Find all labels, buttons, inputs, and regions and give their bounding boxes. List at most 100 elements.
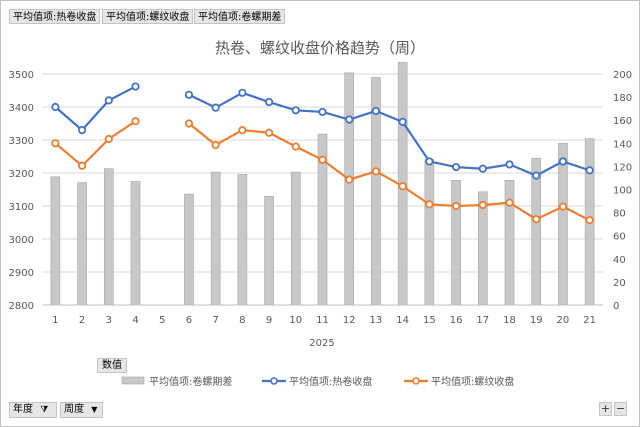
spread-bar [424,159,435,306]
rebar-line [188,122,591,222]
legend-label: 平均值项:螺纹收盘 [431,375,514,388]
x-tick-label: 3 [106,315,112,326]
rebar-point [238,126,247,135]
right-tick-label: 180 [613,93,632,104]
year-filter-button[interactable]: 年度 ⧩ [9,402,57,418]
right-axis-ticks: 0 20 40 60 80 100 120 140 160 180 200 [613,70,632,312]
hrc-point [291,106,300,115]
rebar-point [77,161,87,170]
rebar-point [505,198,514,207]
x-tick-label: 10 [289,315,302,326]
x-tick-label: 1 [52,315,58,326]
x-tick-label: 18 [503,315,516,326]
left-tick-label: 3300 [9,136,34,147]
spread-bar [344,72,355,306]
right-tick-label: 60 [613,232,626,243]
hrc-point [425,157,434,166]
left-tick-label: 3400 [9,103,34,114]
spread-bar [130,181,141,306]
spread-bar [264,196,274,306]
x-tick-label: 5 [159,315,165,326]
rebar-point [345,175,354,184]
x-tick-label: 8 [239,315,245,326]
x-tick-label: 11 [316,315,329,326]
hrc-point [371,106,381,116]
hrc-point [264,97,274,107]
rebar-point [318,155,327,164]
rebar-point [291,142,300,151]
left-tick-label: 2800 [9,301,34,312]
right-tick-label: 100 [613,186,632,197]
x-tick-label: 7 [212,315,218,326]
rebar-point [211,140,220,150]
hrc-point [184,90,194,99]
left-tick-label: 3500 [9,70,34,81]
price-lines [51,82,594,225]
spread-bar [210,171,221,306]
x-tick-label: 16 [450,315,463,326]
chart-title: 热卷、螺纹收盘价格趋势（周） [215,39,425,57]
x-tick-label: 15 [423,315,436,326]
field-button-hrc-close[interactable]: 平均值项:热卷收盘 [9,9,101,24]
x-tick-label: 13 [370,315,383,326]
spread-bar [237,174,248,306]
x-tick-label: 12 [343,315,356,326]
hrc-point [77,126,87,135]
dropdown-arrow-icon: ▼ [91,405,98,414]
x-tick-label: 6 [186,315,192,326]
left-tick-label: 3000 [9,235,34,246]
spread-bar [103,168,114,306]
x-tick-label: 9 [266,315,272,326]
right-tick-label: 40 [613,255,626,266]
filter-funnel-icon: ⧩ [40,405,49,415]
x-axis-label: 2025 [309,338,334,349]
hrc-point [558,157,568,166]
field-button-spread[interactable]: 平均值项:卷螺期差 [194,9,286,24]
rebar-point [264,128,274,137]
rebar-point [131,117,140,126]
values-field-button[interactable]: 数值 [97,358,127,373]
rebar-point [425,200,434,209]
x-tick-label: 17 [476,315,489,326]
legend: 平均值项:卷螺期差 平均值项:热卷收盘 平均值项:螺纹收盘 [121,375,514,388]
rebar-point [104,134,113,144]
left-tick-label: 3200 [9,169,34,180]
x-tick-label: 2 [79,315,85,326]
right-tick-label: 140 [613,139,632,150]
legend-marker [412,377,420,385]
left-tick-label: 3100 [9,202,34,213]
spread-bar [77,182,87,306]
rebar-point [371,167,381,176]
hrc-point [398,117,407,126]
x-tick-label: 14 [396,315,409,326]
hrc-point [505,160,514,169]
spread-bar [50,176,61,306]
x-axis-ticks: 1 2 3 4 5 6 7 8 9 10 11 12 13 14 15 16 17 18 19 20 21 [42,304,603,326]
right-tick-label: 20 [613,278,626,289]
right-tick-label: 120 [613,162,632,173]
rebar-point [558,202,568,211]
x-tick-label: 21 [583,315,596,326]
legend-label: 平均值项:卷螺期差 [149,375,232,388]
left-tick-label: 2900 [9,268,34,279]
rebar-line [54,120,137,168]
right-tick-label: 160 [613,116,632,127]
hrc-line [54,85,137,132]
hrc-point [532,171,541,180]
legend-label: 平均值项:热卷收盘 [289,375,372,388]
week-filter-button[interactable]: 周度 ▼ [60,402,103,418]
collapse-field-button[interactable]: − [614,402,627,416]
x-tick-label: 19 [530,315,543,326]
hrc-point [211,103,220,112]
year-filter-label: 年度 [13,404,33,415]
right-tick-label: 0 [613,301,619,312]
spread-bar [451,179,461,306]
hrc-point [318,107,327,117]
rebar-point [184,119,194,128]
hrc-point [451,162,461,172]
spread-bar [290,171,301,306]
expand-field-button[interactable]: + [599,402,612,416]
field-button-rebar-close[interactable]: 平均值项:螺纹收盘 [102,9,194,24]
rebar-point [451,201,461,211]
rebar-point [585,216,594,225]
